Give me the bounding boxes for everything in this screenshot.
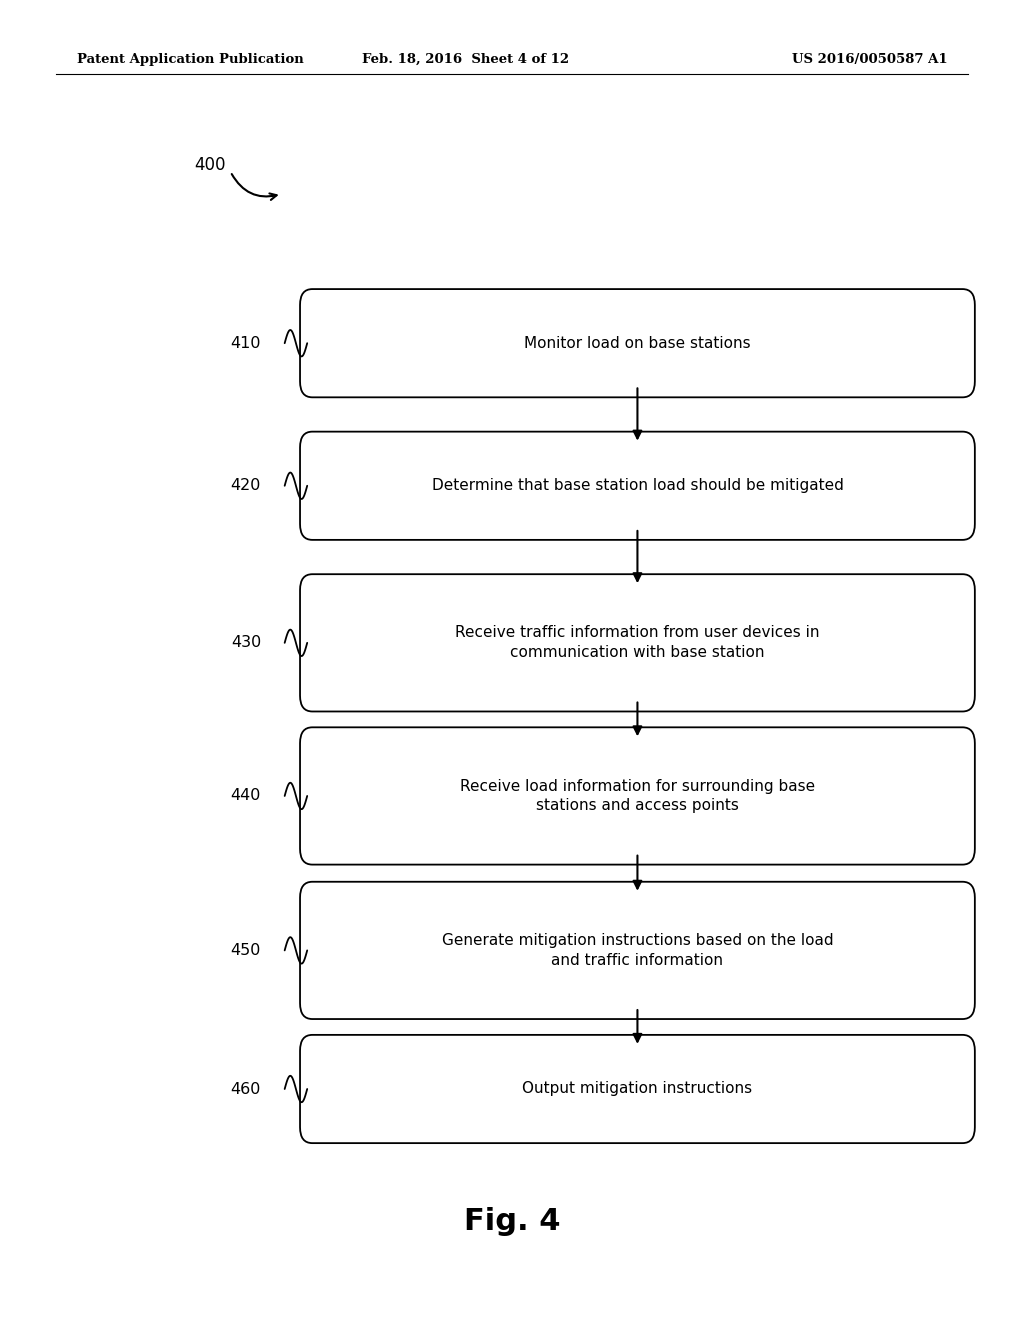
- FancyBboxPatch shape: [300, 432, 975, 540]
- Text: Feb. 18, 2016  Sheet 4 of 12: Feb. 18, 2016 Sheet 4 of 12: [362, 53, 569, 66]
- FancyBboxPatch shape: [300, 727, 975, 865]
- Text: Monitor load on base stations: Monitor load on base stations: [524, 335, 751, 351]
- Text: 450: 450: [230, 942, 261, 958]
- FancyBboxPatch shape: [300, 1035, 975, 1143]
- Text: Generate mitigation instructions based on the load
and traffic information: Generate mitigation instructions based o…: [441, 933, 834, 968]
- Text: Output mitigation instructions: Output mitigation instructions: [522, 1081, 753, 1097]
- Text: 440: 440: [230, 788, 261, 804]
- FancyBboxPatch shape: [300, 882, 975, 1019]
- FancyBboxPatch shape: [300, 289, 975, 397]
- Text: 410: 410: [230, 335, 261, 351]
- Text: Receive traffic information from user devices in
communication with base station: Receive traffic information from user de…: [456, 626, 819, 660]
- Text: US 2016/0050587 A1: US 2016/0050587 A1: [792, 53, 947, 66]
- Text: Receive load information for surrounding base
stations and access points: Receive load information for surrounding…: [460, 779, 815, 813]
- Text: Determine that base station load should be mitigated: Determine that base station load should …: [431, 478, 844, 494]
- Text: 400: 400: [194, 156, 225, 174]
- Text: 420: 420: [230, 478, 261, 494]
- Text: 430: 430: [230, 635, 261, 651]
- Text: 460: 460: [230, 1081, 261, 1097]
- Text: Patent Application Publication: Patent Application Publication: [77, 53, 303, 66]
- Text: Fig. 4: Fig. 4: [464, 1206, 560, 1236]
- FancyBboxPatch shape: [300, 574, 975, 711]
